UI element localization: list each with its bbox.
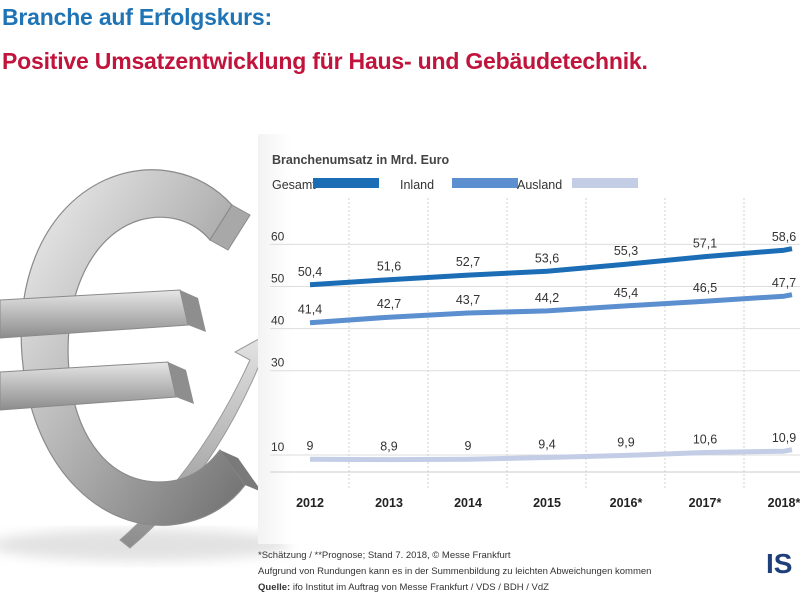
legend-swatch-gesamt (313, 178, 379, 188)
series-line-gesamt (309, 246, 793, 288)
x-tick-label-0: 2012 (296, 496, 324, 510)
chart-legend: Gesamt Inland Ausland (272, 178, 638, 192)
legend-label-ausland: Ausland (517, 178, 562, 192)
data-label-gesamt-3: 53,6 (535, 251, 559, 265)
source-label: Quelle: (258, 582, 291, 593)
chart-grid (270, 198, 800, 488)
data-label-inland-3: 44,2 (535, 291, 559, 305)
data-label-inland-5: 46,5 (693, 281, 717, 295)
data-label-ausland-4: 9,9 (617, 435, 634, 449)
series-line-ausland (309, 447, 793, 463)
footnote-estimate: *Schätzung / **Prognose; Stand 7. 2018, … (258, 550, 511, 561)
data-label-gesamt-5: 57,1 (693, 237, 717, 251)
x-tick-label-2: 2014 (454, 496, 482, 510)
data-label-ausland-6: 10,9 (772, 431, 796, 445)
x-axis: 2012 2013 2014 2015 2016* 2017* 2018* (296, 496, 800, 510)
y-tick-label-30: 30 (271, 356, 285, 370)
y-axis: 10 30 40 50 60 (271, 229, 285, 454)
data-label-inland-6: 47,7 (772, 276, 796, 290)
data-label-inland-4: 45,4 (614, 286, 638, 300)
x-tick-label-6: 2018* (768, 496, 800, 510)
x-tick-label-5: 2017* (689, 496, 722, 510)
x-tick-label-4: 2016* (610, 496, 643, 510)
data-label-gesamt-0: 50,4 (298, 265, 322, 279)
source-text: ifo Institut im Auftrag von Messe Frankf… (290, 582, 549, 593)
chart-title: Branchenumsatz in Mrd. Euro (272, 153, 449, 167)
data-label-inland-1: 42,7 (377, 297, 401, 311)
chart-series: 50,4 51,6 52,7 53,6 55,3 57,1 58,6 41,4 42,7 43,7… (298, 230, 796, 463)
y-tick-label-50: 50 (271, 271, 285, 285)
legend-label-inland: Inland (400, 178, 434, 192)
data-label-gesamt-2: 52,7 (456, 255, 480, 269)
footnote-rounding: Aufgrund von Rundungen kann es in der Su… (258, 566, 652, 577)
data-label-gesamt-1: 51,6 (377, 260, 401, 274)
data-label-inland-2: 43,7 (456, 293, 480, 307)
y-tick-label-60: 60 (271, 229, 285, 243)
y-tick-label-10: 10 (271, 440, 285, 454)
legend-swatch-inland (452, 178, 518, 188)
y-tick-label-40: 40 (271, 314, 285, 328)
footnote-source: Quelle: ifo Institut im Auftrag von Mess… (258, 582, 549, 593)
series-line-inland (309, 292, 793, 326)
chart-panel (258, 134, 800, 544)
headline-subtitle: Positive Umsatzentwicklung für Haus- und… (2, 48, 648, 74)
data-label-ausland-3: 9,4 (538, 438, 555, 452)
data-label-ausland-1: 8,9 (380, 440, 397, 454)
x-tick-label-3: 2015 (533, 496, 561, 510)
legend-label-gesamt: Gesamt (272, 178, 316, 192)
legend-swatch-ausland (572, 178, 638, 188)
euro-sign-illustration (0, 169, 290, 561)
data-label-ausland-5: 10,6 (693, 432, 717, 446)
headline-title: Branche auf Erfolgskurs: (2, 4, 272, 30)
data-label-inland-0: 41,4 (298, 303, 322, 317)
data-label-ausland-0: 9 (307, 439, 314, 453)
data-label-gesamt-4: 55,3 (614, 244, 638, 258)
data-label-gesamt-6: 58,6 (772, 230, 796, 244)
data-label-ausland-2: 9 (465, 439, 472, 453)
company-logo: IS (766, 548, 793, 579)
x-tick-label-1: 2013 (375, 496, 403, 510)
